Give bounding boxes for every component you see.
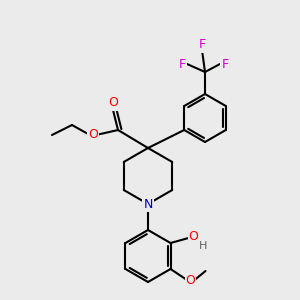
Text: O: O xyxy=(186,274,196,286)
Text: H: H xyxy=(199,241,208,251)
Text: O: O xyxy=(189,230,199,244)
Text: F: F xyxy=(178,58,186,70)
Text: O: O xyxy=(88,128,98,140)
Text: O: O xyxy=(108,97,118,110)
Text: N: N xyxy=(143,197,153,211)
Text: F: F xyxy=(221,58,229,70)
Text: F: F xyxy=(198,38,206,52)
